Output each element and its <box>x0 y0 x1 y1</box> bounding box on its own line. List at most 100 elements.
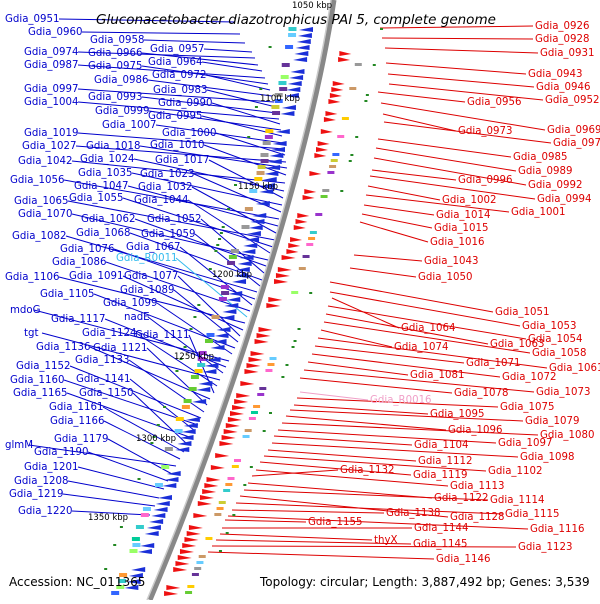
gene-label-right[interactable]: Gdia_1014 <box>436 210 490 221</box>
gene-label-left[interactable]: Gdia_1166 <box>50 416 104 427</box>
gene-label-left[interactable]: Gdia_1007 <box>102 120 156 131</box>
gene-label-right[interactable]: Gdia_1079 <box>525 416 579 427</box>
gene-label-left[interactable]: Gdia_1047 <box>74 181 128 192</box>
gene-label-left[interactable]: Gdia_0960 <box>28 27 82 38</box>
gene-label-right[interactable]: Gdia_1080 <box>540 430 594 441</box>
gene-label-left[interactable]: Gdia_1023 <box>140 169 194 180</box>
gene-label-left[interactable]: Gdia_1086 <box>52 257 106 268</box>
gene-label-left[interactable]: Gdia_1219 <box>9 489 63 500</box>
gene-label-left[interactable]: Gdia_1000 <box>162 128 216 139</box>
gene-label-right[interactable]: Gdia_1145 <box>413 539 467 550</box>
gene-label-left[interactable]: Gdia_1099 <box>103 298 157 309</box>
gene-label-left[interactable]: Gdia_1089 <box>120 285 174 296</box>
gene-label-right[interactable]: Gdia_1058 <box>532 348 586 359</box>
gene-label-left[interactable]: Gdia_0997 <box>24 84 78 95</box>
gene-label-left[interactable]: Gdia_0986 <box>94 75 148 86</box>
gene-label-right[interactable]: Gdia_0943 <box>528 69 582 80</box>
gene-label-right[interactable]: Gdia_0931 <box>540 48 594 59</box>
gene-label-left[interactable]: Gdia_1052 <box>147 214 201 225</box>
gene-label-right[interactable]: Gdia_1064 <box>401 323 455 334</box>
gene-label-right[interactable]: Gdia_1061 <box>549 363 600 374</box>
gene-label-left[interactable]: Gdia_1150 <box>79 388 133 399</box>
gene-label-left[interactable]: Gdia_1042 <box>18 156 72 167</box>
gene-label-right[interactable]: Gdia_1138 <box>386 508 440 519</box>
gene-label-right[interactable]: Gdia_1063 <box>490 339 544 350</box>
gene-label-left[interactable]: Gdia_1121 <box>93 343 147 354</box>
gene-label-left[interactable]: Gdia_1018 <box>86 141 140 152</box>
gene-label-left[interactable]: tgt <box>24 328 38 339</box>
gene-label-right[interactable]: Gdia_1002 <box>442 195 496 206</box>
gene-label-right[interactable]: Gdia_1119 <box>413 470 467 481</box>
gene-label-right[interactable]: Gdia_0969 <box>547 125 600 136</box>
gene-label-left[interactable]: Gdia_1035 <box>78 168 132 179</box>
gene-label-right[interactable]: Gdia_0952 <box>545 95 599 106</box>
gene-label-right[interactable]: Gdia_1096 <box>448 425 502 436</box>
gene-label-left[interactable]: Gdia_1055 <box>69 193 123 204</box>
gene-label-right[interactable]: Gdia_1072 <box>502 372 556 383</box>
gene-label-right[interactable]: Gdia_0928 <box>535 34 589 45</box>
gene-label-left[interactable]: Gdia_1190 <box>34 447 88 458</box>
gene-label-right[interactable]: Gdia_1053 <box>522 321 576 332</box>
gene-label-left[interactable]: Gdia_1068 <box>76 228 130 239</box>
gene-label-right[interactable]: Gdia_1001 <box>511 207 565 218</box>
gene-label-right[interactable]: Gdia_1113 <box>450 481 504 492</box>
gene-label-right[interactable]: Gdia_1112 <box>418 456 472 467</box>
gene-label-right[interactable]: Gdia_0946 <box>536 82 590 93</box>
gene-label-right[interactable]: Gdia_0985 <box>513 152 567 163</box>
gene-label-right[interactable]: Gdia_1050 <box>418 272 472 283</box>
gene-label-right[interactable]: Gdia_1074 <box>394 342 448 353</box>
gene-label-left[interactable]: Gdia_0975 <box>88 61 142 72</box>
gene-label-left[interactable]: Gdia_0964 <box>148 57 202 68</box>
gene-label-right[interactable]: Gdia_1081 <box>410 370 464 381</box>
gene-label-left[interactable]: Gdia_1160 <box>10 375 64 386</box>
gene-label-left[interactable]: glmM <box>5 440 33 451</box>
gene-label-right[interactable]: Gdia_0956 <box>467 97 521 108</box>
gene-label-left[interactable]: Gdia_1133 <box>75 355 129 366</box>
gene-label-right[interactable]: Gdia_1116 <box>530 524 584 535</box>
gene-label-right[interactable]: Gdia_0994 <box>537 194 591 205</box>
gene-label-left[interactable]: Gdia_0999 <box>95 106 149 117</box>
gene-label-left[interactable]: Gdia_1024 <box>80 154 134 165</box>
gene-label-left[interactable]: Gdia_1152 <box>16 361 70 372</box>
gene-label-right[interactable]: Gdia_1128 <box>450 512 504 523</box>
gene-label-left[interactable]: Gdia_0957 <box>150 44 204 55</box>
gene-label-left[interactable]: Gdia_0966 <box>88 48 142 59</box>
gene-label-left[interactable]: nadE <box>124 312 150 323</box>
gene-label-right[interactable]: Gdia_1114 <box>490 495 544 506</box>
gene-label-right[interactable]: Gdia_1078 <box>454 388 508 399</box>
gene-label-left[interactable]: Gdia_0995 <box>148 111 202 122</box>
gene-label-left[interactable]: Gdia_1032 <box>138 182 192 193</box>
gene-label-left[interactable]: Gdia_1161 <box>49 402 103 413</box>
gene-label-left[interactable]: Gdia_1141 <box>76 374 130 385</box>
gene-label-right[interactable]: Gdia_0973 <box>458 126 512 137</box>
gene-label-left[interactable]: Gdia_1077 <box>124 271 178 282</box>
gene-label-left[interactable]: Gdia_1124 <box>82 328 136 339</box>
gene-label-left[interactable]: Gdia_0987 <box>24 60 78 71</box>
gene-label-left[interactable]: Gdia_1070 <box>18 209 72 220</box>
gene-label-left[interactable]: Gdia_1017 <box>155 155 209 166</box>
gene-label-right[interactable]: Gdia_1043 <box>424 256 478 267</box>
gene-label-right[interactable]: thyX <box>374 535 397 546</box>
gene-label-left[interactable]: Gdia_1067 <box>126 242 180 253</box>
gene-label-left[interactable]: Gdia_0951 <box>5 14 59 25</box>
gene-label-left[interactable]: Gdia_1165 <box>13 388 67 399</box>
gene-label-left[interactable]: Gdia_1105 <box>40 289 94 300</box>
gene-label-right[interactable]: Gdia_1095 <box>430 409 484 420</box>
gene-label-right[interactable]: Gdia_0989 <box>518 166 572 177</box>
gene-label-right[interactable]: Gdia_1098 <box>520 452 574 463</box>
gene-label-left[interactable]: Gdia_R0011 <box>116 253 178 264</box>
gene-label-right[interactable]: Gdia_1073 <box>536 387 590 398</box>
gene-label-left[interactable]: Gdia_0974 <box>24 47 78 58</box>
gene-label-left[interactable]: Gdia_1065 <box>14 196 68 207</box>
gene-label-left[interactable]: Gdia_1027 <box>22 141 76 152</box>
gene-label-left[interactable]: Gdia_1044 <box>134 195 188 206</box>
gene-label-right[interactable]: Gdia_1016 <box>430 237 484 248</box>
gene-label-right[interactable]: Gdia_0971 <box>553 138 600 149</box>
gene-label-left[interactable]: Gdia_0958 <box>90 35 144 46</box>
gene-label-right[interactable]: Gdia_1051 <box>495 307 549 318</box>
gene-label-right[interactable]: Gdia_1015 <box>434 223 488 234</box>
gene-label-right[interactable]: Gdia_1123 <box>518 542 572 553</box>
gene-label-right[interactable]: Gdia_1155 <box>308 517 362 528</box>
gene-label-left[interactable]: Gdia_1179 <box>54 434 108 445</box>
gene-label-left[interactable]: Gdia_1111 <box>135 330 189 341</box>
